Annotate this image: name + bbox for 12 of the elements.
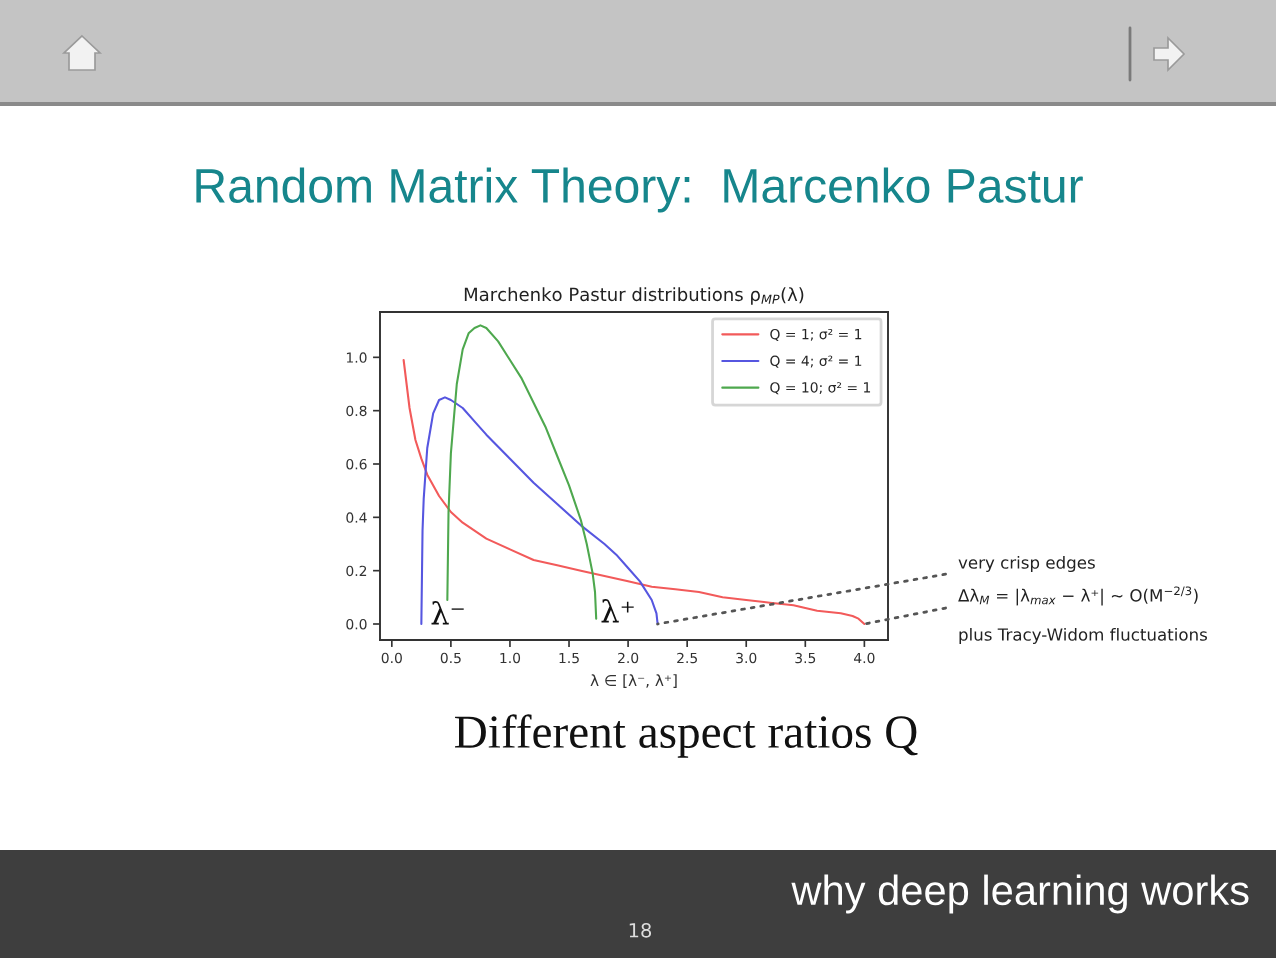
annotation: λ⁻ (431, 601, 464, 625)
annotation: very crisp edges (958, 555, 1095, 573)
chart-title: Random Matrix Theory: Marcenko Pastur (196, 167, 1083, 213)
text: Different aspect ratios Q (455, 714, 918, 758)
text: plus Tracy-Widom fluctuations (959, 627, 1207, 645)
annotation: λ⁺ (601, 599, 634, 623)
text: why deep learning works (791, 874, 1249, 914)
annotation: Δλ$_{M}$ = |λ$_{max}$ − λ⁺| ∼ O(M$^{−2/3}$) (958, 586, 1198, 606)
chart-subtitle: Marchenko Pastur distributions ρ$_{MP}$(λ) (464, 287, 804, 305)
text: 18 (629, 922, 652, 938)
line-series (420, 396, 659, 626)
line-series (402, 358, 866, 626)
